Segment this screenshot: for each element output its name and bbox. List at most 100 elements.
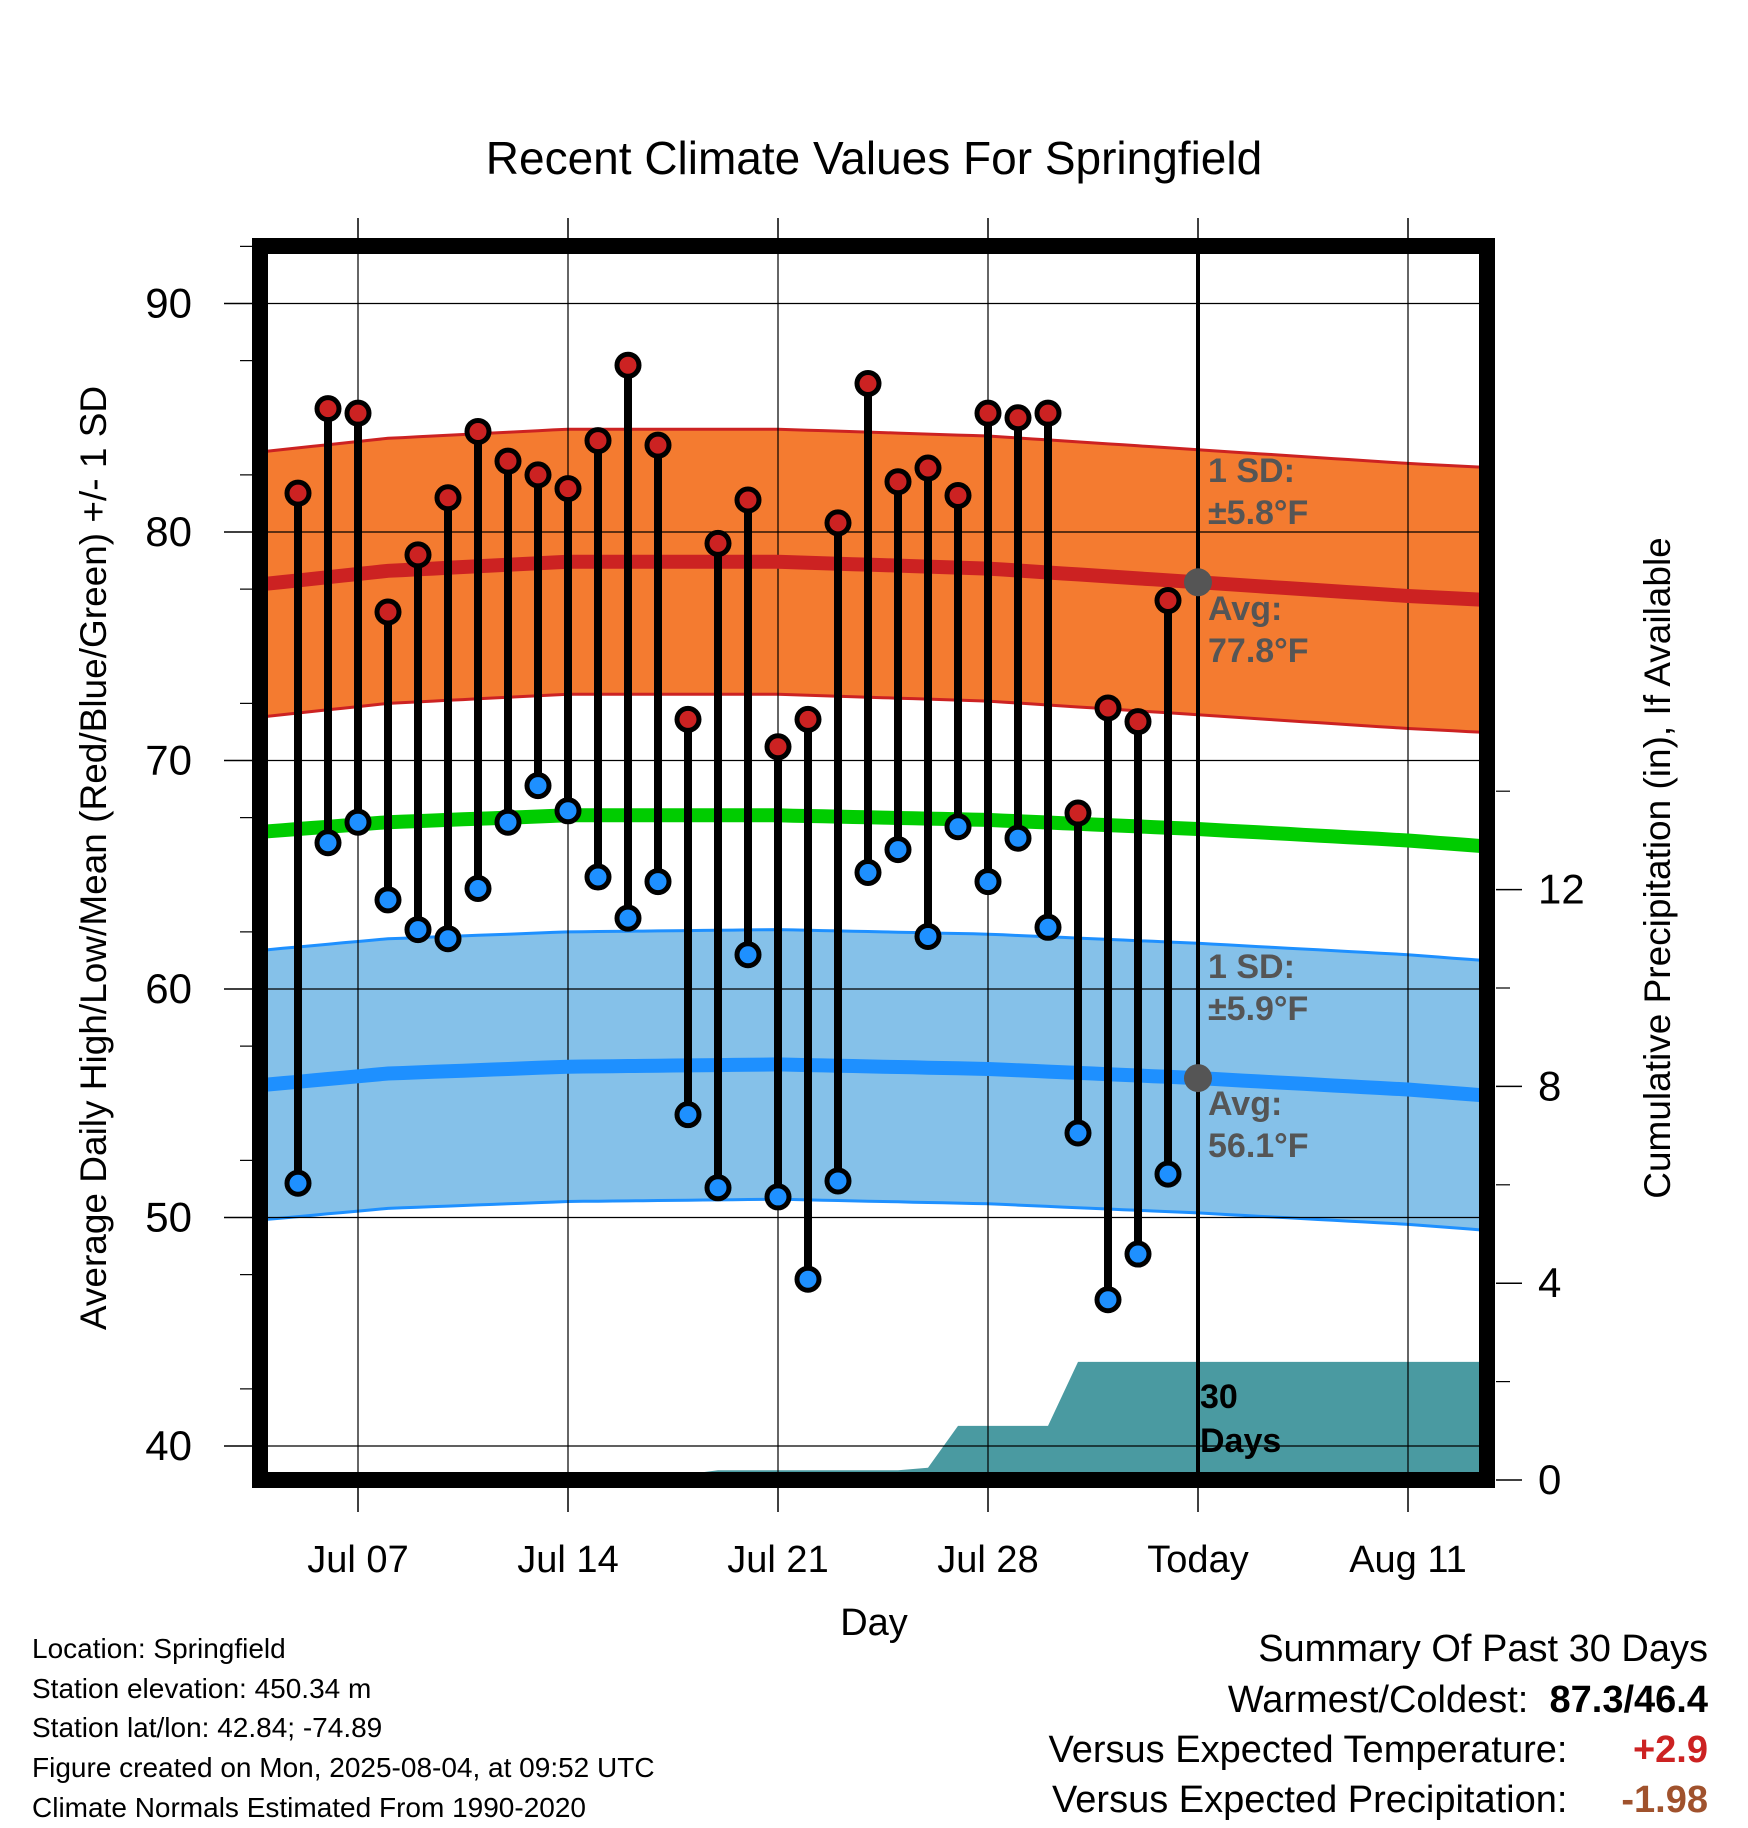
daily-low-point bbox=[794, 1265, 822, 1293]
normal-low-line bbox=[260, 1057, 1487, 1103]
daily-high-point bbox=[374, 598, 402, 626]
today-high-avg-marker bbox=[1184, 568, 1212, 597]
daily-high-point bbox=[464, 417, 492, 445]
meta-normals: Climate Normals Estimated From 1990-2020 bbox=[32, 1792, 586, 1823]
meta-elevation: Station elevation: 450.34 m bbox=[32, 1673, 372, 1704]
daily-high-point bbox=[1154, 587, 1182, 615]
daily-low-point bbox=[494, 808, 522, 836]
plot-frame bbox=[252, 238, 1495, 1488]
days-label-unit: Days bbox=[1200, 1422, 1281, 1460]
y-tick-label: 90 bbox=[145, 280, 192, 327]
summary-temp-row: Versus Expected Temperature: +2.9 bbox=[1049, 1728, 1708, 1772]
today-low-avg-marker bbox=[1184, 1064, 1212, 1093]
daily-low-point bbox=[1064, 1119, 1092, 1147]
y-tick-label: 70 bbox=[145, 737, 192, 784]
x-tick-label: Jul 07 bbox=[307, 1539, 408, 1581]
meta-created: Figure created on Mon, 2025-08-04, at 09… bbox=[32, 1752, 655, 1783]
summary-warmest-label: Warmest/Coldest: bbox=[1227, 1679, 1529, 1721]
summary-warmest-row: Warmest/Coldest: 87.3/46.4 bbox=[1227, 1679, 1708, 1721]
y2-tick-label: 0 bbox=[1538, 1456, 1561, 1503]
daily-high-point bbox=[524, 461, 552, 489]
high-sd-value: ±5.8°F bbox=[1208, 494, 1308, 532]
daily-high-point bbox=[644, 431, 672, 459]
days-label-count: 30 bbox=[1200, 1378, 1238, 1416]
y2-axis-label: Cumulative Precipitation (in), If Availa… bbox=[1637, 537, 1678, 1199]
daily-high-point bbox=[824, 509, 852, 537]
y-tick-label: 40 bbox=[145, 1422, 192, 1469]
daily-low-point bbox=[614, 904, 642, 932]
y-axis-label: Average Daily High/Low/Mean (Red/Blue/Gr… bbox=[73, 386, 114, 1330]
meta-location: Location: Springfield bbox=[32, 1633, 286, 1664]
y2-tick-label: 4 bbox=[1538, 1259, 1561, 1306]
x-tick-label: Aug 11 bbox=[1349, 1539, 1467, 1581]
plot-area: 1 SD: ±5.8°F Avg: 77.8°F 1 SD: ±5.9°F Avg: 56.1… bbox=[145, 218, 1585, 1581]
daily-low-point bbox=[644, 868, 672, 896]
y-tick-label: 80 bbox=[145, 508, 192, 555]
summary-temp-value: +2.9 bbox=[1632, 1729, 1708, 1771]
daily-low-point bbox=[944, 813, 972, 841]
daily-high-point bbox=[584, 427, 612, 455]
daily-low-point bbox=[284, 1169, 312, 1197]
daily-low-point bbox=[1004, 824, 1032, 852]
y2-tick-label: 12 bbox=[1538, 866, 1585, 913]
summary-precip-row: Versus Expected Precipitation: -1.98 bbox=[1052, 1778, 1708, 1822]
meta-latlon: Station lat/lon: 42.84; -74.89 bbox=[32, 1712, 383, 1743]
daily-low-point bbox=[854, 858, 882, 886]
daily-high-point bbox=[884, 468, 912, 496]
daily-high-point bbox=[314, 395, 342, 423]
daily-low-point bbox=[374, 886, 402, 914]
daily-low-point bbox=[824, 1167, 852, 1195]
low-avg-value: 56.1°F bbox=[1208, 1127, 1309, 1165]
summary-temp-label: Versus Expected Temperature: bbox=[1048, 1729, 1568, 1771]
daily-low-point bbox=[1094, 1286, 1122, 1314]
daily-low-point bbox=[674, 1101, 702, 1129]
daily-low-point bbox=[584, 863, 612, 891]
daily-high-point bbox=[1124, 708, 1152, 736]
x-axis-label: Day bbox=[840, 1602, 908, 1644]
high-avg-value: 77.8°F bbox=[1208, 632, 1309, 670]
daily-high-point bbox=[944, 481, 972, 509]
daily-high-point bbox=[284, 479, 312, 507]
x-tick-label: Jul 21 bbox=[727, 1539, 828, 1581]
y2-tick-label: 8 bbox=[1538, 1062, 1561, 1109]
low-sd-band bbox=[260, 929, 1487, 1231]
daily-high-point bbox=[764, 733, 792, 761]
daily-low-point bbox=[884, 836, 912, 864]
daily-high-point bbox=[1004, 404, 1032, 432]
y-tick-label: 60 bbox=[145, 965, 192, 1012]
daily-low-point bbox=[974, 868, 1002, 896]
daily-low-point bbox=[344, 808, 372, 836]
daily-low-point bbox=[734, 941, 762, 969]
daily-low-point bbox=[1154, 1160, 1182, 1188]
daily-high-point bbox=[344, 399, 372, 427]
daily-high-point bbox=[404, 541, 432, 569]
low-sd-label: 1 SD: bbox=[1208, 948, 1295, 986]
summary-warmest-value: 87.3 bbox=[1549, 1679, 1624, 1721]
daily-high-point bbox=[854, 369, 882, 397]
daily-high-point bbox=[614, 351, 642, 379]
x-tick-label: Jul 28 bbox=[937, 1539, 1038, 1581]
summary-precip-label: Versus Expected Precipitation: bbox=[1052, 1779, 1568, 1821]
daily-low-point bbox=[554, 797, 582, 825]
daily-high-point bbox=[1034, 399, 1062, 427]
precip-area bbox=[260, 1361, 1487, 1480]
daily-low-point bbox=[704, 1174, 732, 1202]
daily-high-point bbox=[794, 705, 822, 733]
daily-low-point bbox=[764, 1183, 792, 1211]
daily-low-point bbox=[314, 829, 342, 857]
daily-high-point bbox=[734, 486, 762, 514]
daily-high-point bbox=[704, 529, 732, 557]
daily-low-point bbox=[1034, 913, 1062, 941]
daily-low-point bbox=[1124, 1240, 1152, 1268]
daily-high-point bbox=[1094, 694, 1122, 722]
daily-high-point bbox=[554, 475, 582, 503]
x-tick-label: Jul 14 bbox=[517, 1539, 618, 1581]
high-avg-label: Avg: bbox=[1208, 590, 1282, 628]
y-tick-label: 50 bbox=[145, 1194, 192, 1241]
daily-high-point bbox=[1064, 799, 1092, 827]
daily-low-point bbox=[464, 874, 492, 902]
summary-coldest-value: 46.4 bbox=[1634, 1679, 1708, 1721]
low-sd-value: ±5.9°F bbox=[1208, 990, 1308, 1028]
daily-high-point bbox=[494, 447, 522, 475]
